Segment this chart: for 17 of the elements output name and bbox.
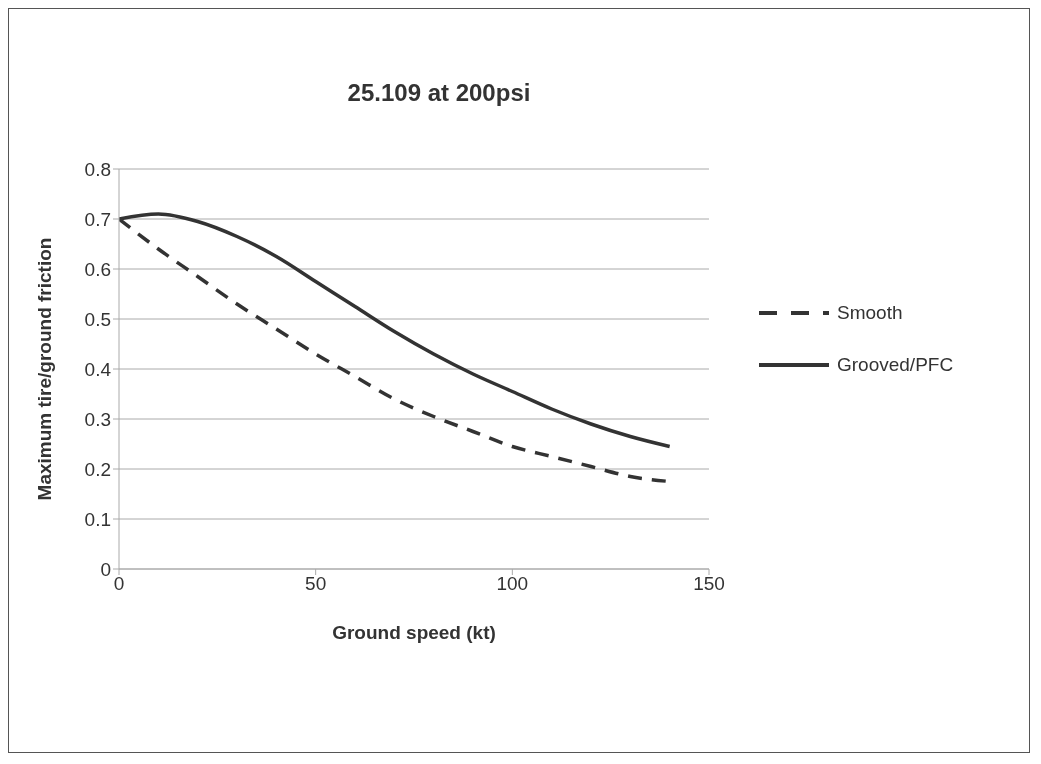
y-tick-label: 0.4 [84,358,112,380]
y-tick-label: 0.3 [84,408,111,430]
y-tick-label: 0.1 [84,508,111,530]
y-tick-label: 0.6 [84,258,111,280]
x-tick-label: 150 [693,573,725,595]
x-tick-label: 100 [496,573,529,595]
x-tick-label: 50 [305,573,327,595]
y-tick-label: 0 [100,558,111,580]
y-axis-title: Maximum tire/ground friction [33,237,55,501]
y-tick-label: 0.2 [84,458,111,480]
chart-title: 25.109 at 200psi [346,79,532,107]
legend-label: Grooved/PFC [837,354,954,376]
y-tick-label: 0.5 [84,308,111,330]
x-axis-title: Ground speed (kt) [332,622,496,643]
y-tick-label: 0.8 [84,158,111,180]
y-tick-label: 0.7 [84,208,111,230]
legend-label: Smooth [837,302,903,324]
